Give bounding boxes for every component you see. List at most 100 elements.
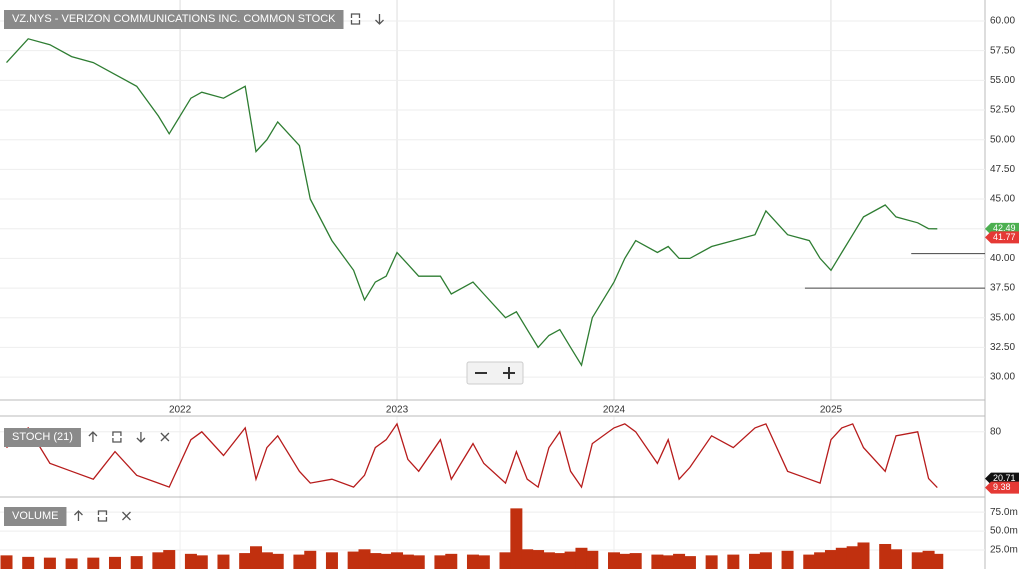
- y-tick-label: 52.50: [990, 105, 1015, 116]
- volume-bar: [814, 552, 827, 569]
- price-line: [6, 38, 938, 367]
- volume-bar: [358, 549, 371, 569]
- volume-bar: [108, 556, 121, 569]
- volume-bar: [803, 554, 816, 569]
- x-tick-label: 2023: [386, 405, 409, 416]
- panel-title-box: [4, 10, 344, 29]
- volume-bar: [846, 546, 859, 569]
- volume-bar: [532, 550, 545, 569]
- toolbar-icon[interactable]: [375, 14, 384, 25]
- price-tag-label: 42.49: [993, 223, 1016, 233]
- volume-bar: [879, 543, 892, 569]
- volume-bar: [673, 553, 686, 569]
- y-tick-label: 32.50: [990, 342, 1015, 353]
- volume-bar: [477, 555, 490, 569]
- price-tag-label: 41.77: [993, 232, 1016, 242]
- toolbar-icon[interactable]: [112, 431, 122, 443]
- toolbar-icon[interactable]: [136, 432, 146, 443]
- volume-bar: [607, 552, 620, 569]
- volume-bar: [0, 555, 13, 569]
- volume-bar: [542, 552, 555, 569]
- volume-bar: [911, 552, 924, 569]
- toolbar-icon[interactable]: [88, 431, 98, 442]
- y-tick-label: 80: [990, 426, 1002, 437]
- volume-bar: [931, 553, 944, 569]
- volume-bar: [651, 554, 664, 569]
- toolbar-icon[interactable]: [97, 510, 108, 522]
- volume-bar: [466, 554, 479, 569]
- y-tick-label: 50.0m: [990, 526, 1018, 537]
- y-tick-label: 60.00: [990, 16, 1015, 27]
- volume-bar: [130, 556, 143, 569]
- x-tick-label: 2025: [820, 405, 843, 416]
- y-tick-label: 75.0m: [990, 507, 1018, 518]
- volume-bar: [824, 550, 837, 569]
- volume-bar: [890, 549, 903, 569]
- volume-bar: [618, 553, 631, 569]
- volume-bar: [293, 554, 306, 569]
- volume-bar: [271, 553, 284, 569]
- volume-bar: [380, 553, 393, 569]
- volume-bar: [304, 550, 317, 569]
- y-tick-label: 40.00: [990, 253, 1015, 264]
- volume-bar: [163, 550, 176, 569]
- price-line: [6, 422, 938, 489]
- volume-bar: [835, 547, 848, 569]
- volume-bar: [781, 550, 794, 569]
- volume-bar: [152, 552, 165, 569]
- panel-title: STOCH (21): [12, 431, 73, 443]
- y-tick-label: 47.50: [990, 164, 1015, 175]
- volume-bar: [22, 556, 35, 569]
- volume-bar: [553, 553, 566, 569]
- y-tick-label: 25.0m: [990, 545, 1018, 556]
- panel-title-box: [4, 507, 67, 526]
- volume-bar: [434, 555, 447, 569]
- volume-bar: [250, 546, 263, 569]
- volume-bar: [369, 553, 382, 569]
- volume-bar: [749, 553, 762, 569]
- y-tick-label: 35.00: [990, 312, 1015, 323]
- panel-title-box: [4, 428, 81, 447]
- volume-bar: [195, 555, 208, 569]
- volume-bar: [705, 555, 718, 569]
- y-tick-label: 50.00: [990, 134, 1015, 145]
- price-tag: [985, 481, 1019, 494]
- toolbar-icon[interactable]: [350, 13, 361, 25]
- zoom-in[interactable]: [503, 367, 515, 379]
- volume-bar: [575, 547, 588, 569]
- toolbar-icon[interactable]: [122, 511, 131, 521]
- panel-title: VOLUME: [12, 510, 58, 522]
- toolbar-icon[interactable]: [160, 432, 170, 442]
- volume-bar: [217, 554, 230, 569]
- y-tick-label: 30.00: [990, 372, 1015, 383]
- x-tick-label: 2022: [169, 405, 192, 416]
- volume-bar: [87, 557, 100, 569]
- volume-bar: [662, 555, 675, 569]
- volume-bar: [239, 553, 252, 569]
- volume-bar: [260, 552, 273, 569]
- panel-title: VZ.NYS - VERIZON COMMUNICATIONS INC. COM…: [12, 13, 336, 25]
- volume-bar: [43, 557, 56, 569]
- volume-bar: [727, 554, 740, 569]
- volume-bar: [564, 551, 577, 569]
- y-tick-label: 57.50: [990, 45, 1015, 56]
- volume-bar: [759, 552, 772, 569]
- volume-bar: [683, 556, 696, 569]
- volume-bar: [586, 550, 599, 569]
- x-tick-label: 2024: [603, 405, 626, 416]
- volume-bar: [65, 558, 78, 569]
- price-tag: [985, 231, 1019, 244]
- volume-bar: [499, 552, 512, 569]
- toolbar-icon[interactable]: [74, 510, 83, 521]
- volume-bar: [857, 542, 870, 569]
- volume-bar: [391, 552, 404, 569]
- volume-bar: [629, 553, 642, 569]
- price-tag-label: 20.71: [993, 473, 1016, 483]
- volume-bar: [184, 553, 197, 569]
- y-tick-label: 55.00: [990, 75, 1015, 86]
- volume-bar: [445, 553, 458, 569]
- price-tag-label: 9.38: [993, 482, 1011, 492]
- volume-bar: [510, 508, 523, 569]
- y-tick-label: 45.00: [990, 194, 1015, 205]
